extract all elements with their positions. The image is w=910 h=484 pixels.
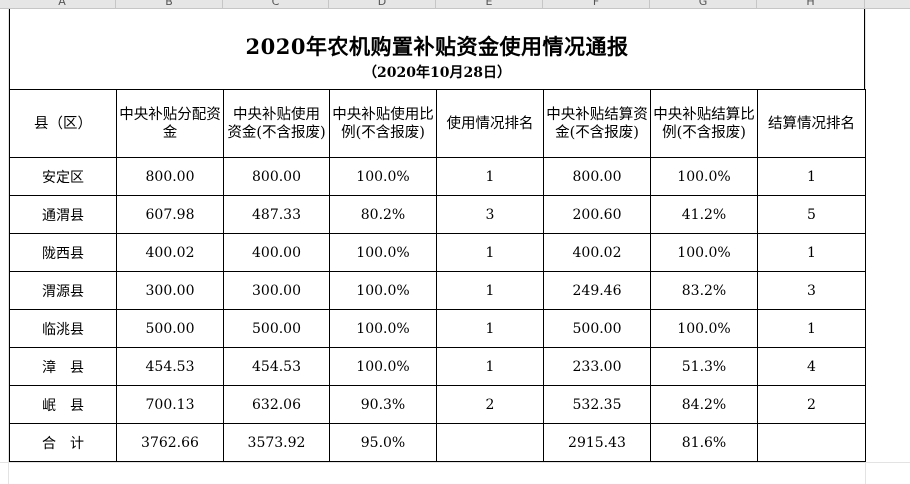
- total-usage-ratio-cell[interactable]: 95.0%: [329, 423, 437, 462]
- allocated-cell[interactable]: 454.53: [116, 347, 224, 386]
- header-settlement-rank[interactable]: 结算情况排名: [757, 89, 866, 158]
- usage-rank-cell[interactable]: 1: [436, 271, 544, 310]
- settlement-ratio-cell[interactable]: 100.0%: [650, 157, 758, 196]
- settlement-rank-cell[interactable]: 5: [757, 195, 866, 234]
- table-row: 通渭县 607.98 487.33 80.2% 3 200.60 41.2% 5: [9, 195, 866, 234]
- total-settlement-rank-cell[interactable]: [757, 423, 866, 462]
- usage-ratio-cell[interactable]: 100.0%: [329, 309, 437, 348]
- column-header-a[interactable]: A: [9, 0, 116, 8]
- settlement-ratio-cell[interactable]: 100.0%: [650, 309, 758, 348]
- total-used-cell[interactable]: 3573.92: [223, 423, 330, 462]
- settlement-rank-cell[interactable]: 1: [757, 309, 866, 348]
- column-header-b[interactable]: B: [116, 0, 223, 8]
- county-cell[interactable]: 临洮县: [9, 309, 117, 348]
- table-row: 岷 县 700.13 632.06 90.3% 2 532.35 84.2% 2: [9, 385, 866, 424]
- allocated-cell[interactable]: 700.13: [116, 385, 224, 424]
- report-title: 2020年农机购置补贴资金使用情况通报: [245, 34, 629, 59]
- used-cell[interactable]: 454.53: [223, 347, 330, 386]
- settlement-rank-cell[interactable]: 1: [757, 157, 866, 196]
- county-cell[interactable]: 岷 县: [9, 385, 117, 424]
- usage-rank-cell[interactable]: 3: [436, 195, 544, 234]
- used-cell[interactable]: 632.06: [223, 385, 330, 424]
- table-row: 漳 县 454.53 454.53 100.0% 1 233.00 51.3% …: [9, 347, 866, 386]
- settlement-ratio-cell[interactable]: 100.0%: [650, 233, 758, 272]
- usage-ratio-cell[interactable]: 100.0%: [329, 271, 437, 310]
- column-header-h[interactable]: H: [757, 0, 865, 8]
- table-row: 安定区 800.00 800.00 100.0% 1 800.00 100.0%…: [9, 157, 866, 196]
- county-cell[interactable]: 安定区: [9, 157, 117, 196]
- settlement-rank-cell[interactable]: 2: [757, 385, 866, 424]
- settled-cell[interactable]: 532.35: [543, 385, 651, 424]
- table-row: 陇西县 400.02 400.00 100.0% 1 400.02 100.0%…: [9, 233, 866, 272]
- settled-cell[interactable]: 233.00: [543, 347, 651, 386]
- gridline: [8, 9, 9, 484]
- column-header-c[interactable]: C: [223, 0, 329, 8]
- settlement-rank-cell[interactable]: 3: [757, 271, 866, 310]
- settled-cell[interactable]: 249.46: [543, 271, 651, 310]
- allocated-cell[interactable]: 500.00: [116, 309, 224, 348]
- usage-rank-cell[interactable]: 1: [436, 233, 544, 272]
- used-cell[interactable]: 400.00: [223, 233, 330, 272]
- header-settlement-ratio[interactable]: 中央补贴结算比例(不含报废): [650, 89, 758, 158]
- used-cell[interactable]: 487.33: [223, 195, 330, 234]
- usage-ratio-cell[interactable]: 80.2%: [329, 195, 437, 234]
- header-allocated-funds[interactable]: 中央补贴分配资金: [116, 89, 224, 158]
- county-cell[interactable]: 通渭县: [9, 195, 117, 234]
- settlement-ratio-cell[interactable]: 84.2%: [650, 385, 758, 424]
- settled-cell[interactable]: 400.02: [543, 233, 651, 272]
- column-header-strip: A B C D E F G H: [0, 0, 910, 9]
- header-row: 县（区） 中央补贴分配资金 中央补贴使用资金(不含报废) 中央补贴使用比例(不含…: [9, 89, 866, 158]
- allocated-cell[interactable]: 300.00: [116, 271, 224, 310]
- usage-rank-cell[interactable]: 1: [436, 347, 544, 386]
- table-row: 临洮县 500.00 500.00 100.0% 1 500.00 100.0%…: [9, 309, 866, 348]
- county-cell[interactable]: 渭源县: [9, 271, 117, 310]
- allocated-cell[interactable]: 400.02: [116, 233, 224, 272]
- used-cell[interactable]: 500.00: [223, 309, 330, 348]
- settled-cell[interactable]: 800.00: [543, 157, 651, 196]
- column-header-d[interactable]: D: [329, 0, 436, 8]
- column-header-f[interactable]: F: [543, 0, 650, 8]
- header-county[interactable]: 县（区）: [9, 89, 117, 158]
- subsidy-report-table: 县（区） 中央补贴分配资金 中央补贴使用资金(不含报废) 中央补贴使用比例(不含…: [9, 89, 866, 462]
- usage-ratio-cell[interactable]: 100.0%: [329, 233, 437, 272]
- header-usage-rank[interactable]: 使用情况排名: [436, 89, 544, 158]
- total-settlement-ratio-cell[interactable]: 81.6%: [650, 423, 758, 462]
- used-cell[interactable]: 300.00: [223, 271, 330, 310]
- total-settled-cell[interactable]: 2915.43: [543, 423, 651, 462]
- usage-ratio-cell[interactable]: 100.0%: [329, 157, 437, 196]
- total-row: 合 计 3762.66 3573.92 95.0% 2915.43 81.6%: [9, 423, 866, 462]
- usage-ratio-cell[interactable]: 90.3%: [329, 385, 437, 424]
- total-usage-rank-cell[interactable]: [436, 423, 544, 462]
- total-label-cell[interactable]: 合 计: [9, 423, 117, 462]
- settlement-ratio-cell[interactable]: 83.2%: [650, 271, 758, 310]
- settlement-rank-cell[interactable]: 4: [757, 347, 866, 386]
- gridline: [0, 462, 910, 463]
- settled-cell[interactable]: 200.60: [543, 195, 651, 234]
- usage-rank-cell[interactable]: 2: [436, 385, 544, 424]
- county-cell[interactable]: 陇西县: [9, 233, 117, 272]
- county-cell[interactable]: 漳 县: [9, 347, 117, 386]
- usage-rank-cell[interactable]: 1: [436, 309, 544, 348]
- column-header-g[interactable]: G: [650, 0, 757, 8]
- settlement-rank-cell[interactable]: 1: [757, 233, 866, 272]
- table-row: 渭源县 300.00 300.00 100.0% 1 249.46 83.2% …: [9, 271, 866, 310]
- used-cell[interactable]: 800.00: [223, 157, 330, 196]
- title-area[interactable]: 2020年农机购置补贴资金使用情况通报 （2020年10月28日）: [9, 9, 865, 89]
- report-date: （2020年10月28日）: [363, 65, 511, 81]
- column-header-e[interactable]: E: [436, 0, 543, 8]
- header-usage-ratio[interactable]: 中央补贴使用比例(不含报废): [329, 89, 437, 158]
- settlement-ratio-cell[interactable]: 41.2%: [650, 195, 758, 234]
- settlement-ratio-cell[interactable]: 51.3%: [650, 347, 758, 386]
- header-used-funds[interactable]: 中央补贴使用资金(不含报废): [223, 89, 330, 158]
- allocated-cell[interactable]: 800.00: [116, 157, 224, 196]
- settled-cell[interactable]: 500.00: [543, 309, 651, 348]
- allocated-cell[interactable]: 607.98: [116, 195, 224, 234]
- usage-rank-cell[interactable]: 1: [436, 157, 544, 196]
- total-allocated-cell[interactable]: 3762.66: [116, 423, 224, 462]
- usage-ratio-cell[interactable]: 100.0%: [329, 347, 437, 386]
- header-settled-funds[interactable]: 中央补贴结算资金(不含报废): [543, 89, 651, 158]
